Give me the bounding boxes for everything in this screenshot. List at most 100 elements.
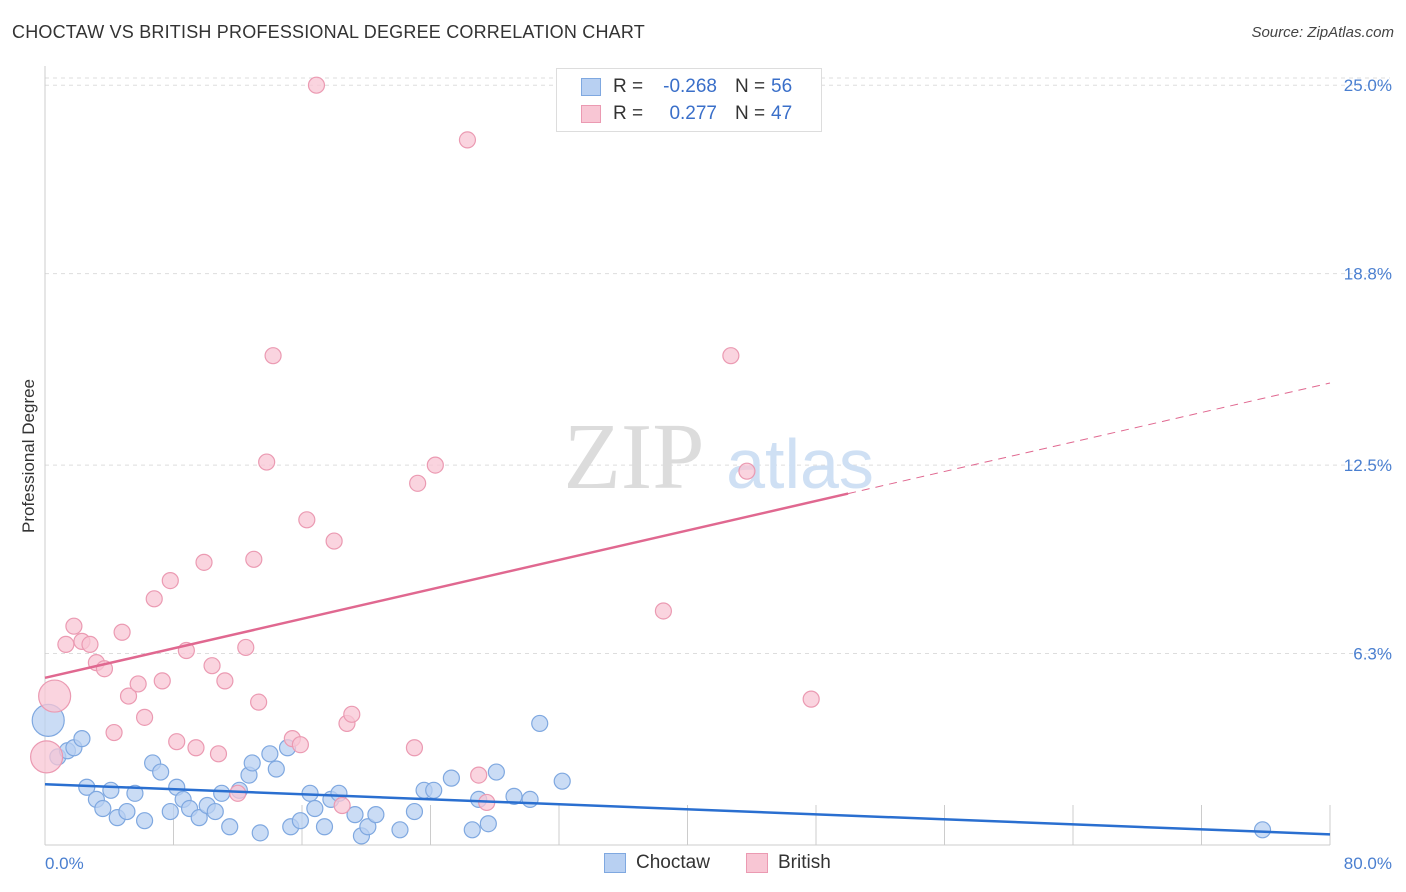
british-point-9 (113, 623, 131, 641)
trend-lines (44, 382, 1331, 836)
y-tick-label-1: 12.5% (1344, 456, 1392, 475)
legend-choctaw-label: Choctaw (636, 852, 710, 873)
choctaw-point-19 (190, 809, 208, 827)
british-point-2 (57, 635, 75, 654)
british-point-27 (258, 453, 276, 471)
british-point-33 (325, 532, 343, 550)
legend-choctaw-swatch (604, 853, 626, 873)
choctaw-point-10 (118, 802, 136, 821)
series-legend: Choctaw British (0, 852, 1406, 876)
choctaw-point-47 (463, 821, 481, 839)
british-point-44 (722, 347, 740, 365)
choctaw-r-value: -0.268 (663, 76, 717, 97)
british-r-label: R = (613, 103, 644, 124)
british-point-0 (30, 740, 64, 774)
british-point-25 (245, 550, 263, 568)
choctaw-point-27 (251, 824, 269, 842)
choctaw-point-49 (479, 815, 497, 833)
choctaw-point-50 (487, 763, 505, 781)
british-r-value: 0.277 (669, 103, 717, 124)
british-point-11 (129, 675, 147, 693)
british-point-28 (264, 347, 282, 365)
choctaw-point-11 (126, 784, 144, 802)
choctaw-point-54 (553, 772, 571, 790)
choctaw-point-51 (505, 787, 523, 805)
british-point-36 (343, 705, 361, 723)
british-point-45 (738, 462, 756, 480)
british-point-14 (153, 672, 171, 690)
choctaw-point-53 (531, 714, 549, 733)
choctaw-point-8 (102, 781, 120, 799)
british-point-10 (119, 687, 138, 705)
british-point-19 (195, 553, 213, 571)
british-trend-line (44, 492, 849, 680)
british-point-30 (291, 736, 309, 754)
british-point-22 (216, 672, 234, 690)
british-point-41 (470, 766, 488, 784)
y-tick-label-2: 18.8% (1344, 265, 1392, 284)
british-swatch (581, 105, 601, 123)
y-tick-label-0: 6.3% (1353, 645, 1392, 664)
choctaw-point-55 (1253, 821, 1272, 839)
x-tick-label-0: 0.0% (45, 854, 84, 873)
x-tick-label-1: 80.0% (1344, 854, 1392, 873)
choctaw-point-14 (152, 763, 170, 781)
y-tick-label-3: 25.0% (1344, 76, 1392, 95)
british-point-26 (250, 693, 268, 711)
stats-legend: R = -0.268 N = 56 R = 0.277 N = 47 (556, 68, 822, 132)
british-point-8 (105, 723, 123, 742)
legend-item-choctaw: Choctaw (604, 852, 710, 874)
british-point-34 (333, 796, 351, 815)
british-point-40 (458, 131, 477, 149)
legend-row-choctaw: R = -0.268 N = 56 (581, 75, 792, 99)
british-point-5 (81, 635, 99, 654)
choctaw-point-34 (306, 799, 324, 818)
choctaw-point-29 (267, 760, 285, 778)
british-point-1 (38, 679, 72, 713)
legend-item-british: British (746, 852, 831, 874)
british-point-24 (237, 638, 255, 657)
british-point-3 (65, 617, 83, 635)
chart-title: CHOCTAW VS BRITISH PROFESSIONAL DEGREE C… (12, 22, 645, 42)
choctaw-point-15 (161, 802, 179, 821)
british-point-38 (409, 474, 427, 492)
choctaw-point-28 (261, 745, 279, 763)
british-point-21 (209, 745, 228, 763)
choctaw-point-7 (94, 799, 112, 818)
british-point-18 (187, 739, 205, 757)
british-point-15 (161, 571, 179, 590)
british-n-value: 47 (771, 103, 793, 124)
choctaw-swatch (581, 78, 601, 96)
british-point-39 (426, 456, 444, 474)
watermark: ZIP atlas (564, 405, 874, 509)
watermark-zip: ZIP (564, 405, 705, 509)
choctaw-r-label: R = (613, 76, 644, 97)
choctaw-point-35 (315, 818, 334, 836)
choctaw-n-label: N = (735, 76, 766, 97)
choctaw-point-42 (391, 821, 409, 839)
british-point-32 (307, 76, 326, 94)
british-point-16 (168, 733, 186, 751)
choctaw-point-38 (346, 806, 364, 824)
choctaw-point-23 (221, 818, 239, 836)
choctaw-point-43 (405, 802, 424, 821)
choctaw-point-4 (73, 730, 91, 748)
tick-labels: 6.3% 12.5% 18.8% 25.0% 0.0% 80.0% (45, 76, 1392, 873)
choctaw-trend-line (44, 782, 1331, 836)
choctaw-point-40 (359, 818, 377, 836)
y-axis-label: Professional Degree (19, 379, 38, 533)
choctaw-point-52 (521, 790, 539, 809)
british-trend-line-extension (848, 382, 1331, 495)
choctaw-point-32 (291, 812, 309, 830)
grid-lines (45, 77, 1390, 655)
british-point-31 (298, 511, 316, 529)
british-point-12 (135, 708, 154, 726)
legend-british-label: British (778, 852, 831, 873)
british-point-13 (145, 590, 163, 608)
data-points (30, 76, 1272, 845)
british-point-43 (654, 602, 673, 620)
choctaw-point-21 (206, 802, 224, 821)
axes (44, 66, 1331, 846)
choctaw-point-12 (135, 812, 154, 830)
